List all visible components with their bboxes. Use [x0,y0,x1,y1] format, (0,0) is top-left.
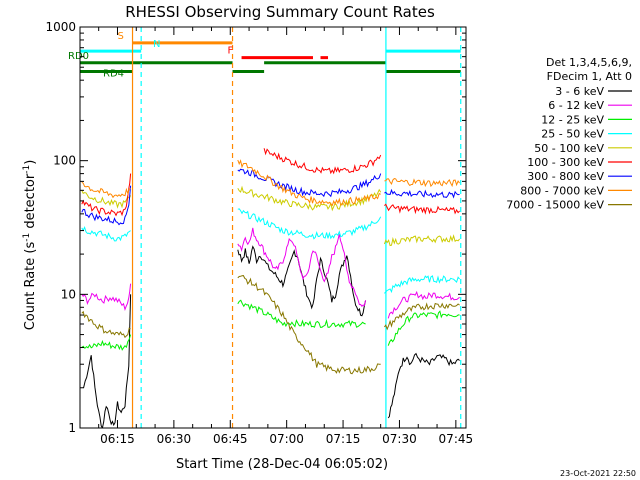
series-12-25-kev [81,299,460,351]
series-line [237,299,366,329]
status-label-f: F [228,46,234,57]
x-tick-label: 06:15 [100,432,135,446]
series-line [237,159,381,207]
x-tick-label: 07:00 [269,432,304,446]
series-line [81,185,132,226]
series-line [387,352,460,419]
series-line [384,302,460,331]
x-tick-label: 07:15 [326,432,361,446]
series-line [237,185,382,212]
series-line [83,294,132,428]
series-line [81,181,131,199]
legend-label: 6 - 12 keV [548,99,604,112]
y-tick-label: 1000 [45,20,76,34]
series-800-7000-kev [81,159,461,207]
series-line [237,275,381,375]
y-tick-label: 10 [61,287,76,301]
series-line [237,227,367,307]
x-tick-label: 07:30 [382,432,417,446]
series-6-12-kev [81,227,460,319]
legend-label: 7000 - 15000 keV [506,199,604,212]
legend-label: 12 - 25 keV [541,113,604,126]
series-line [384,275,460,294]
x-axis-label: Start Time (28-Dec-04 06:05:02) [176,457,388,472]
series-line [81,190,132,209]
series-group [80,27,462,428]
x-tick-label: 06:45 [213,432,248,446]
series-line [81,334,132,351]
series-line [387,310,460,346]
legend: Det 1,3,4,5,6,9, FDecim 1, Att 0 3 - 6 k… [506,56,632,212]
series-line [237,245,367,317]
legend-label: 800 - 7000 keV [520,184,604,197]
legend-label: 25 - 50 keV [541,128,604,141]
series-line [383,234,460,247]
chart-title: RHESSI Observing Summary Count Rates [125,3,435,21]
x-tick-label: 07:45 [439,432,474,446]
series-line [81,226,131,242]
legend-label: 300 - 800 keV [527,170,604,183]
series-line [384,188,460,199]
series-line [81,283,132,312]
status-label-rd0: RD0 [68,51,89,62]
status-label-rd4: RD4 [103,68,124,79]
x-tick-label: 06:30 [157,432,192,446]
series-line [237,208,382,240]
series-line [384,203,460,215]
y-tick-label: 1 [68,421,76,435]
series-line [263,148,382,175]
plot-frame [79,26,467,429]
series-line [384,178,461,188]
series-line [387,290,460,319]
legend-label: 50 - 100 keV [534,142,604,155]
series-line [237,168,382,198]
footer-timestamp: 23-Oct-2021 22:50 [560,469,636,478]
plot-area: S N F RD0 RD4 1 10 100 1000 06:15 06:30 06:45 07:00 0… [45,20,473,446]
series-100-300-kev [81,148,460,217]
series-50-100-kev [81,185,460,247]
series-line [81,310,131,339]
series-7000-15000-kev [81,275,460,375]
series-line [81,173,132,217]
series-25-50-kev [81,208,460,294]
series-3-6-kev [83,245,460,428]
legend-header-line-1: Det 1,3,4,5,6,9, [546,56,632,69]
legend-label: 3 - 6 keV [555,85,604,98]
y-axis-label: Count Rate (s-1 detector-1) [22,160,38,331]
status-label-n: N [153,39,160,50]
legend-header-line-2: FDecim 1, Att 0 [547,70,632,83]
legend-label: 100 - 300 keV [527,156,604,169]
series-300-800-kev [81,168,460,226]
status-label-s: S [118,31,124,42]
y-tick-label: 100 [53,154,76,168]
